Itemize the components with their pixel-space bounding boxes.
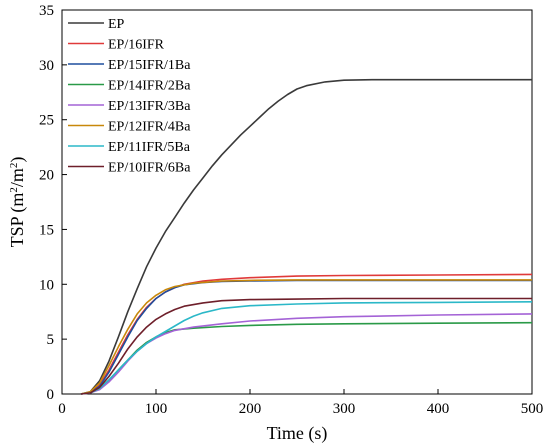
x-tick-label: 300 xyxy=(333,401,356,417)
legend-label: EP/11IFR/5Ba xyxy=(108,140,191,155)
y-tick-label: 15 xyxy=(39,222,54,238)
x-tick-label: 0 xyxy=(58,401,66,417)
legend-label: EP/15IFR/1Ba xyxy=(108,58,191,73)
series-line-7 xyxy=(80,301,533,395)
y-tick-label: 5 xyxy=(47,332,55,348)
legend-label: EP/12IFR/4Ba xyxy=(108,120,191,135)
legend: EP EP/16IFR EP/15IFR/1Ba EP/14IFR/2Ba EP/13I… xyxy=(68,17,191,176)
y-tick-label: 25 xyxy=(39,113,54,129)
y-tick-label: 20 xyxy=(39,168,54,184)
series-line-5 xyxy=(80,313,533,395)
y-tick-label: 0 xyxy=(47,387,55,403)
x-tick-label: 200 xyxy=(239,401,262,417)
plot-frame xyxy=(61,9,533,395)
x-axis-title: Time (s) xyxy=(267,423,328,444)
series-line-8 xyxy=(80,297,532,395)
y-tick-label: 10 xyxy=(39,277,54,293)
series-lines xyxy=(80,78,533,395)
x-tick-label: 100 xyxy=(145,401,168,417)
x-tick-label: 500 xyxy=(521,401,544,417)
y-tick-label: 30 xyxy=(39,58,54,74)
series-line-3 xyxy=(80,279,532,395)
series-line-2 xyxy=(80,273,533,395)
series-line-6 xyxy=(80,279,532,395)
legend-label: EP/13IFR/3Ba xyxy=(108,99,191,114)
legend-label: EP/14IFR/2Ba xyxy=(108,79,191,94)
legend-label: EP/16IFR xyxy=(108,38,165,53)
series-line-1 xyxy=(80,78,532,395)
legend-label: EP/10IFR/6Ba xyxy=(108,161,191,176)
axis-ticks: 0 100 200 300 400 500 0 5 10 15 20 25 30 35 xyxy=(39,3,543,417)
legend-label: EP xyxy=(108,17,125,32)
x-tick-label: 400 xyxy=(427,401,450,417)
series-line-4 xyxy=(80,321,533,395)
y-axis-title: TSP (m2/m2) xyxy=(7,157,28,248)
y-tick-label: 35 xyxy=(39,3,54,19)
